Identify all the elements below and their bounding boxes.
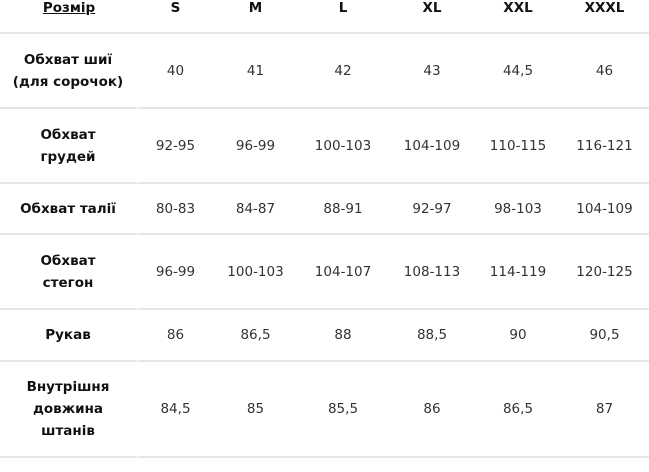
table-row: Внутрішня довжина штанів 84,5 85 85,5 86 86,5 87 <box>0 362 649 458</box>
measurement-value: 90,5 <box>560 310 649 362</box>
label-line: Обхват <box>40 252 96 269</box>
table-row: Обхват шиї (для сорочок) 40 41 42 43 44,5 46 <box>0 34 649 109</box>
label-line: Обхват <box>40 126 96 143</box>
measurement-value: 88-91 <box>298 184 388 235</box>
label-line: (для сорочок) <box>12 73 124 90</box>
measurement-value: 120-125 <box>560 235 649 310</box>
measurement-value: 40 <box>138 34 213 109</box>
measurement-value: 92-97 <box>388 184 476 235</box>
measurement-value: 87 <box>560 362 649 458</box>
measurement-value: 104-109 <box>388 109 476 184</box>
label-line: Внутрішня <box>26 379 110 395</box>
measurement-label: Обхват талії <box>0 184 138 235</box>
size-column-header: XXL <box>476 0 560 34</box>
measurement-value: 86,5 <box>213 310 298 362</box>
size-column-header: XXXL <box>560 0 649 34</box>
measurement-value: 84-87 <box>213 184 298 235</box>
measurement-value: 41 <box>213 34 298 109</box>
table-row: Рукав 86 86,5 88 88,5 90 90,5 <box>0 310 649 362</box>
measurement-value: 90 <box>476 310 560 362</box>
label-line: Обхват талії <box>20 200 116 217</box>
table-row: Обхват грудей 92-95 96-99 100-103 104-109 110-… <box>0 109 649 184</box>
measurement-value: 86,5 <box>476 362 560 458</box>
measurement-value: 114-119 <box>476 235 560 310</box>
size-chart-table: Розмір S M L XL XXL XXXL Обхват шиї (для сорочок… <box>0 0 649 458</box>
size-column-header: L <box>298 0 388 34</box>
label-line: грудей <box>40 148 96 165</box>
measurement-value: 86 <box>388 362 476 458</box>
measurement-value: 86 <box>138 310 213 362</box>
table-row: Обхват стегон 96-99 100-103 104-107 108-113 11… <box>0 235 649 310</box>
measurement-value: 108-113 <box>388 235 476 310</box>
table-row: Обхват талії 80-83 84-87 88-91 92-97 98-103 10… <box>0 184 649 235</box>
measurement-value: 43 <box>388 34 476 109</box>
measurement-value: 100-103 <box>298 109 388 184</box>
label-line: довжина <box>32 401 104 417</box>
size-column-header: XL <box>388 0 476 34</box>
measurement-value: 98-103 <box>476 184 560 235</box>
measurement-value: 44,5 <box>476 34 560 109</box>
measurement-value: 42 <box>298 34 388 109</box>
measurement-label: Внутрішня довжина штанів <box>0 362 138 458</box>
measurement-value: 104-107 <box>298 235 388 310</box>
measurement-value: 100-103 <box>213 235 298 310</box>
measurement-label: Рукав <box>0 310 138 362</box>
header-row: Розмір S M L XL XXL XXXL <box>0 0 649 34</box>
measurement-value: 84,5 <box>138 362 213 458</box>
measurement-value: 85 <box>213 362 298 458</box>
size-column-header: S <box>138 0 213 34</box>
label-line: стегон <box>42 274 94 291</box>
measurement-value: 88,5 <box>388 310 476 362</box>
label-line: Обхват шиї <box>23 51 113 68</box>
measurement-value: 110-115 <box>476 109 560 184</box>
size-header: Розмір <box>0 0 138 34</box>
measurement-value: 104-109 <box>560 184 649 235</box>
measurement-value: 88 <box>298 310 388 362</box>
measurement-value: 92-95 <box>138 109 213 184</box>
label-line: штанів <box>41 423 95 439</box>
label-line: Рукав <box>45 327 91 343</box>
size-guide-link[interactable]: Розмір <box>42 0 96 16</box>
measurement-label: Обхват шиї (для сорочок) <box>0 34 138 109</box>
measurement-label: Обхват стегон <box>0 235 138 310</box>
measurement-value: 96-99 <box>213 109 298 184</box>
measurement-value: 85,5 <box>298 362 388 458</box>
measurement-value: 46 <box>560 34 649 109</box>
size-column-header: M <box>213 0 298 34</box>
measurement-value: 80-83 <box>138 184 213 235</box>
measurement-value: 116-121 <box>560 109 649 184</box>
measurement-value: 96-99 <box>138 235 213 310</box>
measurement-label: Обхват грудей <box>0 109 138 184</box>
